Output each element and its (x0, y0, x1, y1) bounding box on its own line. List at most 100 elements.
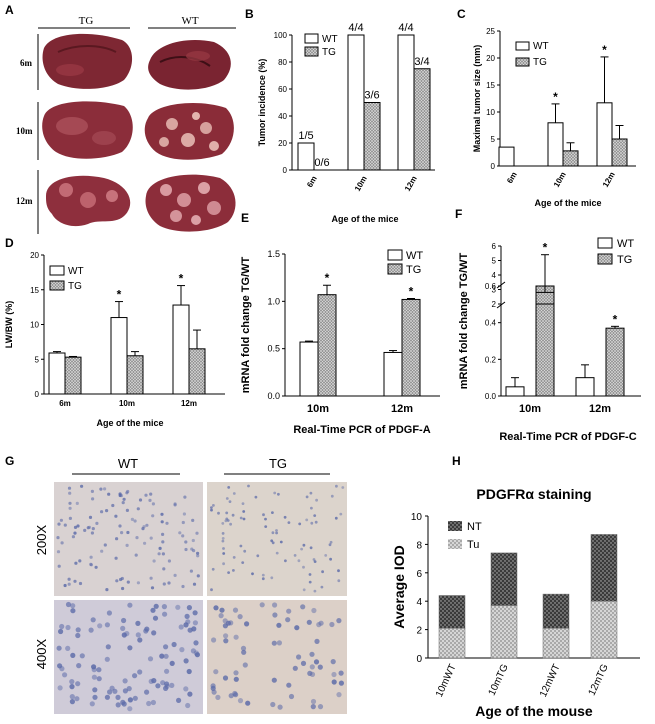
nucleus-dot (159, 653, 165, 659)
nucleus-dot (149, 492, 153, 496)
nucleus-dot (196, 554, 200, 558)
y-axis-title: mRNA fold change TG/WT (458, 252, 470, 389)
nucleus-dot (60, 541, 64, 545)
nucleus-dot (262, 513, 265, 517)
y-tick-label: 25 (486, 27, 495, 36)
y-tick-label: 2 (492, 300, 497, 309)
nucleus-dot (111, 503, 115, 508)
bar-nt-10mTG (490, 552, 518, 606)
nucleus-dot (115, 579, 119, 583)
nucleus-dot (163, 644, 169, 650)
legend-swatch-tg (304, 46, 319, 57)
nucleus-dot (251, 572, 254, 576)
bar-tg-12m (605, 327, 625, 397)
nucleus-dot (105, 644, 111, 650)
x-axis-title: Real-Time PCR of PDGF-C (499, 431, 636, 443)
nucleus-dot (147, 656, 154, 662)
nucleus-dot (223, 633, 229, 639)
nucleus-dot (92, 687, 98, 693)
nucleus-dot (133, 519, 137, 523)
bar-tu-10mTG (490, 605, 518, 659)
nucleus-dot (272, 612, 278, 618)
col-label-wt: WT (181, 15, 198, 27)
nucleus-dot (192, 620, 198, 626)
nucleus-dot (88, 627, 94, 633)
nucleus-dot (80, 484, 84, 488)
y-tick-label: 5 (492, 257, 497, 266)
nucleus-dot (228, 693, 234, 699)
nucleus-dot (264, 525, 268, 528)
bar-tu-10mWT (438, 627, 466, 659)
y-tick-label: 0.2 (485, 355, 497, 364)
nucleus-dot (221, 522, 225, 525)
nucleus-dot (178, 624, 184, 630)
nucleus-dot (62, 672, 68, 678)
nucleus-dot (311, 607, 317, 614)
nucleus-dot (94, 565, 98, 569)
nucleus-dot (270, 539, 274, 543)
bar-wt-12m (383, 351, 403, 397)
nucleus-dot (300, 660, 307, 667)
significance-star: * (325, 271, 330, 285)
nucleus-dot (146, 700, 152, 707)
row-label-12m: 12m (16, 196, 33, 206)
bar-data-label: 1/5 (298, 130, 313, 142)
nucleus-dot (190, 547, 194, 551)
nucleus-dot (187, 627, 193, 633)
legend-swatch-wt (597, 237, 613, 249)
nucleus-dot (329, 540, 333, 544)
nucleus-dot (69, 684, 75, 690)
row-label-400x: 400X (34, 638, 49, 669)
nucleus-dot (283, 515, 287, 519)
nucleus-dot (115, 537, 119, 541)
nucleus-dot (125, 491, 129, 495)
nucleus-dot (152, 615, 159, 621)
nucleus-dot (276, 622, 282, 628)
x-tick-label: 10m (307, 403, 329, 415)
nucleus-dot (69, 699, 75, 705)
nucleus-dot (171, 641, 177, 648)
legend-swatch-tg (597, 253, 613, 265)
x-tick-label: 6m (305, 175, 319, 190)
nucleus-dot (273, 491, 277, 495)
nucleus-dot (56, 550, 61, 554)
nucleus-dot (317, 704, 324, 710)
nucleus-dot (210, 506, 213, 509)
nucleus-dot (97, 623, 103, 629)
y-tick-label: 15 (30, 286, 39, 295)
nucleus-dot (233, 676, 239, 682)
nucleus-dot (91, 497, 95, 501)
nucleus-dot (271, 531, 275, 535)
nucleus-dot (210, 588, 213, 592)
nucleus-dot (126, 686, 132, 692)
nucleus-dot (182, 512, 186, 516)
nucleus-dot (232, 607, 239, 613)
legend-swatch-wt (387, 249, 403, 261)
nucleus-dot (313, 514, 317, 517)
nucleus-dot (121, 617, 127, 624)
nucleus-dot (173, 503, 177, 507)
y-axis-title: Maximal tumor size (mm) (472, 45, 482, 153)
nucleus-dot (300, 547, 303, 551)
nucleus-dot (231, 513, 235, 517)
nucleus-dot (87, 525, 92, 529)
nucleus-dot (312, 558, 316, 561)
nucleus-dot (144, 626, 150, 632)
nucleus-dot (232, 556, 236, 559)
nucleus-dot (164, 668, 170, 674)
nucleus-dot (338, 670, 344, 676)
nucleus-dot (121, 501, 125, 505)
y-tick-label: 6 (416, 569, 422, 580)
x-tick-label: 10m (519, 403, 541, 415)
nucleus-dot (187, 691, 193, 697)
nucleus-dot (150, 607, 156, 613)
nucleus-dot (318, 620, 324, 626)
nucleus-dot (300, 604, 306, 610)
nucleus-dot (95, 521, 99, 526)
nucleus-dot (228, 620, 234, 626)
bar-wt-10m (547, 122, 564, 167)
nucleus-dot (135, 620, 141, 627)
nucleus-dot (153, 603, 159, 609)
x-tick-label: 12m (181, 399, 197, 408)
x-axis-title: Age of the mice (96, 418, 163, 428)
